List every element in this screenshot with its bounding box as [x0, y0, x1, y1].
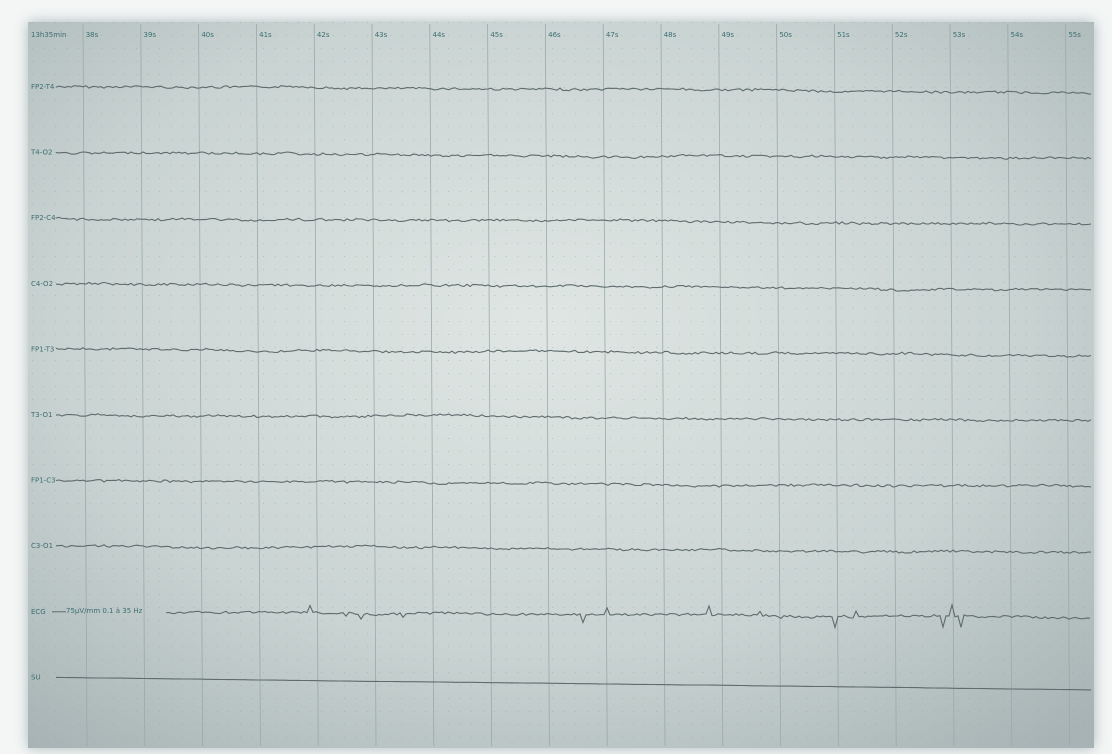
second-label: 52s	[895, 31, 908, 39]
second-label: 39s	[144, 31, 157, 39]
second-label: 41s	[259, 31, 272, 39]
ecg-setting: 75µV/mm 0.1 à 35 Hz	[66, 607, 143, 615]
eeg-photo: 13h35min 75µV/mm 0.1 à 35 Hz 38s 39s 40s 41…	[0, 0, 1112, 754]
second-label: 46s	[548, 31, 561, 39]
second-label: 45s	[490, 31, 503, 39]
channel-label: FP2-C4	[31, 214, 56, 222]
second-label: 44s	[433, 31, 446, 39]
second-label: 55s	[1068, 31, 1081, 39]
channel-label: SU	[31, 673, 41, 681]
channel-label: FP1-T3	[31, 345, 54, 353]
channel-label: FP1-C3	[31, 477, 56, 485]
channel-label: C3-O1	[31, 542, 53, 550]
channel-label: T3-O1	[30, 411, 52, 419]
channel-label: C4-O2	[31, 280, 53, 288]
second-label: 42s	[317, 31, 330, 39]
second-label: 53s	[953, 31, 966, 39]
second-label: 54s	[1011, 31, 1024, 39]
second-label: 38s	[86, 31, 99, 39]
page: 13h35min 75µV/mm 0.1 à 35 Hz 38s 39s 40s 41…	[0, 0, 1112, 754]
dot-grid	[28, 22, 1094, 748]
second-label: 51s	[837, 31, 850, 39]
second-label: 48s	[664, 31, 677, 39]
channel-label: FP2-T4	[31, 83, 55, 91]
channel-label: T4-O2	[30, 149, 52, 157]
second-label: 43s	[375, 31, 388, 39]
second-label: 40s	[201, 31, 214, 39]
second-label: 49s	[722, 31, 735, 39]
channel-label: ECG	[31, 608, 46, 616]
second-label: 50s	[779, 31, 792, 39]
second-label: 47s	[606, 31, 619, 39]
start-time: 13h35min	[31, 31, 66, 39]
